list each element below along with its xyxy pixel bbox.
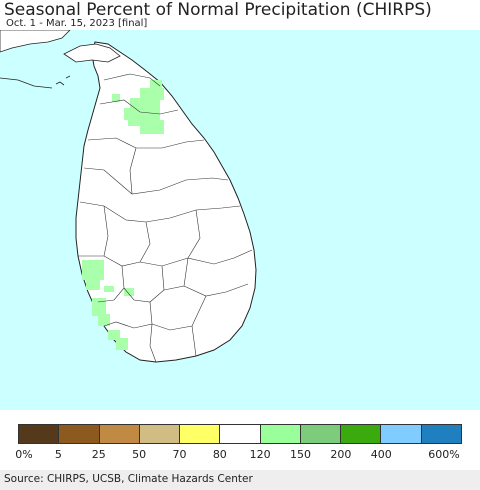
color-legend bbox=[18, 424, 462, 444]
legend-swatch bbox=[180, 425, 221, 443]
sri-lanka-landmass bbox=[75, 41, 257, 363]
legend-label: 50 bbox=[132, 448, 147, 461]
highlight-southwest bbox=[82, 260, 134, 350]
highlight-northern bbox=[112, 80, 164, 134]
legend-swatch bbox=[59, 425, 100, 443]
legend-label: 0% bbox=[15, 448, 33, 461]
jaffna-peninsula bbox=[63, 43, 121, 63]
source-credit: Source: CHIRPS, UCSB, Climate Hazards Ce… bbox=[4, 473, 253, 485]
district-boundaries bbox=[78, 73, 253, 363]
legend-label: 120 bbox=[249, 448, 271, 461]
legend-swatch bbox=[381, 425, 422, 443]
legend-swatch bbox=[300, 425, 342, 443]
legend-label: 150 bbox=[290, 448, 312, 461]
legend-label: 200 bbox=[330, 448, 352, 461]
legend-swatch bbox=[260, 425, 301, 443]
india-coastline bbox=[0, 30, 71, 53]
adams-bridge-islands bbox=[55, 75, 71, 86]
map-subtitle: Oct. 1 - Mar. 15, 2023 [final] bbox=[6, 18, 148, 29]
map-title: Seasonal Percent of Normal Precipitation… bbox=[4, 0, 432, 20]
legend-label: 70 bbox=[172, 448, 187, 461]
footer-bar: Source: CHIRPS, UCSB, Climate Hazards Ce… bbox=[0, 470, 480, 490]
precipitation-map bbox=[0, 30, 480, 410]
legend-labels: 0% 5 25 50 70 80 120 150 200 400 600% bbox=[0, 448, 480, 462]
legend-label: 25 bbox=[91, 448, 106, 461]
legend-label: 80 bbox=[212, 448, 227, 461]
legend-swatch bbox=[220, 425, 261, 443]
legend-swatch bbox=[19, 425, 60, 443]
legend-label: 600% bbox=[428, 448, 460, 461]
legend-swatch bbox=[99, 425, 140, 443]
india-coast-line bbox=[0, 77, 53, 89]
legend-swatch bbox=[341, 425, 382, 443]
legend-swatch bbox=[421, 425, 461, 443]
legend-label: 400 bbox=[370, 448, 392, 461]
legend-swatch bbox=[139, 425, 181, 443]
legend-label: 5 bbox=[54, 448, 62, 461]
